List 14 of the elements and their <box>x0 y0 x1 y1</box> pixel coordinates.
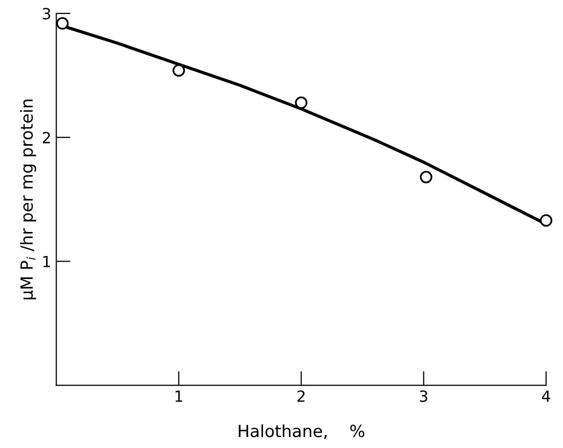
y-axis-title: μM P$_{i}$ /hr per mg protein <box>20 100 36 300</box>
point <box>56 17 69 30</box>
x-axis-title: Halothane, % <box>238 424 364 439</box>
x-tick-label: 4 <box>542 390 550 402</box>
point <box>294 96 308 109</box>
x-tick-label: 2 <box>297 390 305 402</box>
point <box>420 170 432 184</box>
y-tick-label: 3 <box>42 8 50 20</box>
y-tick-label: 1 <box>43 256 50 268</box>
point <box>172 64 185 77</box>
x-tick-label: 3 <box>420 390 428 402</box>
x-tick-label: 1 <box>176 390 182 402</box>
y-tick-label: 2 <box>42 132 50 144</box>
point <box>540 214 552 227</box>
